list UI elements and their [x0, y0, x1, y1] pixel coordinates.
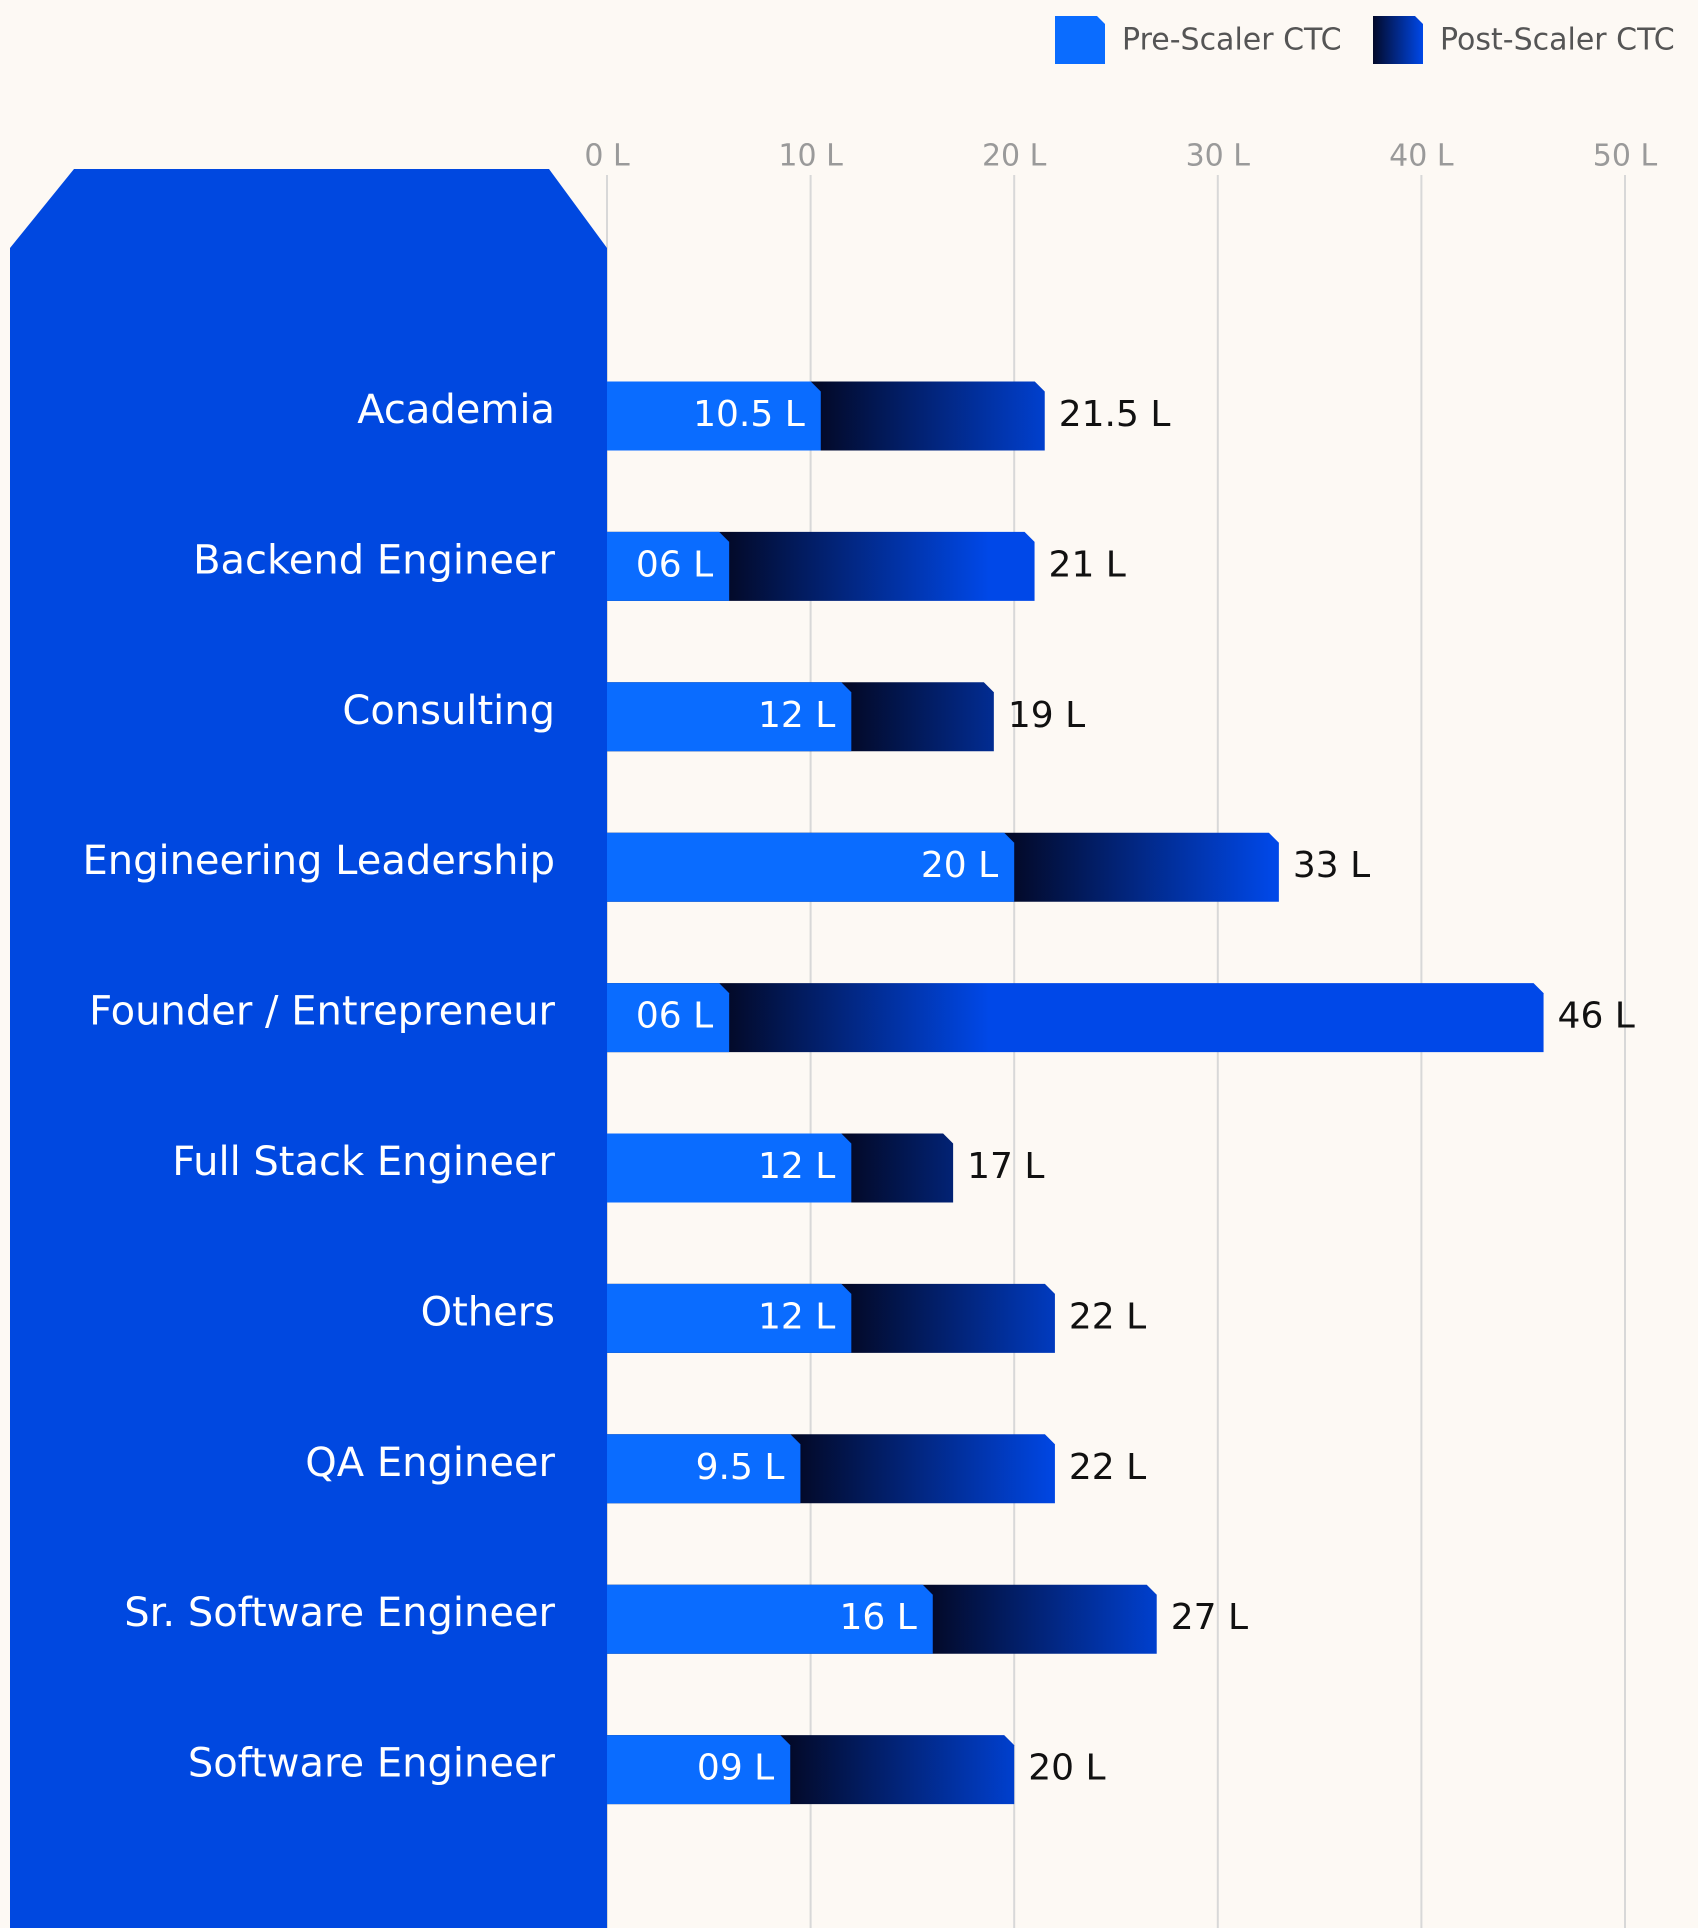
- category-label: Software Engineer: [188, 1741, 556, 1787]
- post-bar: [607, 983, 1544, 1053]
- legend-swatch: [1373, 16, 1423, 64]
- category-label: Academia: [357, 387, 555, 433]
- post-value-label: 17 L: [967, 1146, 1044, 1187]
- pre-value-label: 9.5 L: [696, 1447, 785, 1488]
- post-value-label: 21 L: [1049, 544, 1126, 585]
- pre-value-label: 10.5 L: [693, 394, 805, 435]
- post-value-label: 46 L: [1558, 996, 1635, 1037]
- legend-swatch: [1055, 16, 1105, 64]
- x-tick-label: 30 L: [1186, 139, 1251, 174]
- pre-value-label: 12 L: [758, 695, 835, 736]
- category-label: Sr. Software Engineer: [124, 1590, 555, 1636]
- pre-bar: [607, 1283, 852, 1353]
- pre-value-label: 16 L: [839, 1597, 916, 1638]
- pre-bar: [607, 381, 821, 451]
- post-value-label: 21.5 L: [1059, 394, 1171, 435]
- category-label: Backend Engineer: [193, 537, 555, 583]
- x-tick-label: 0 L: [584, 139, 630, 174]
- pre-value-label: 12 L: [758, 1146, 835, 1187]
- post-value-label: 33 L: [1293, 845, 1370, 886]
- x-tick-label: 10 L: [778, 139, 843, 174]
- post-value-label: 22 L: [1069, 1296, 1146, 1337]
- pre-bar: [607, 1434, 801, 1504]
- pre-value-label: 09 L: [697, 1748, 774, 1789]
- pre-bar: [607, 983, 730, 1053]
- category-label: Engineering Leadership: [82, 838, 555, 884]
- pre-value-label: 06 L: [636, 544, 713, 585]
- pre-value-label: 12 L: [758, 1296, 835, 1337]
- pre-bar: [607, 1133, 852, 1203]
- pre-bar: [607, 1584, 933, 1654]
- category-label: QA Engineer: [305, 1440, 555, 1486]
- category-label: Consulting: [342, 688, 555, 734]
- pre-bar: [607, 832, 1015, 902]
- category-label: Others: [421, 1289, 555, 1335]
- pre-bar: [607, 531, 730, 601]
- category-label: Founder / Entrepreneur: [89, 989, 555, 1035]
- pre-bar: [607, 1735, 791, 1805]
- category-label: Full Stack Engineer: [172, 1139, 555, 1185]
- post-value-label: 27 L: [1171, 1597, 1248, 1638]
- pre-bar: [607, 682, 852, 752]
- label-panel: [10, 169, 607, 1928]
- pre-value-label: 20 L: [921, 845, 998, 886]
- x-tick-label: 50 L: [1593, 139, 1658, 174]
- post-value-label: 19 L: [1008, 695, 1085, 736]
- post-value-label: 20 L: [1028, 1748, 1105, 1789]
- pre-value-label: 06 L: [636, 996, 713, 1037]
- legend-label: Post-Scaler CTC: [1440, 23, 1675, 58]
- legend-label: Pre-Scaler CTC: [1122, 23, 1342, 58]
- post-value-label: 22 L: [1069, 1447, 1146, 1488]
- x-tick-label: 20 L: [982, 139, 1047, 174]
- x-tick-label: 40 L: [1389, 139, 1454, 174]
